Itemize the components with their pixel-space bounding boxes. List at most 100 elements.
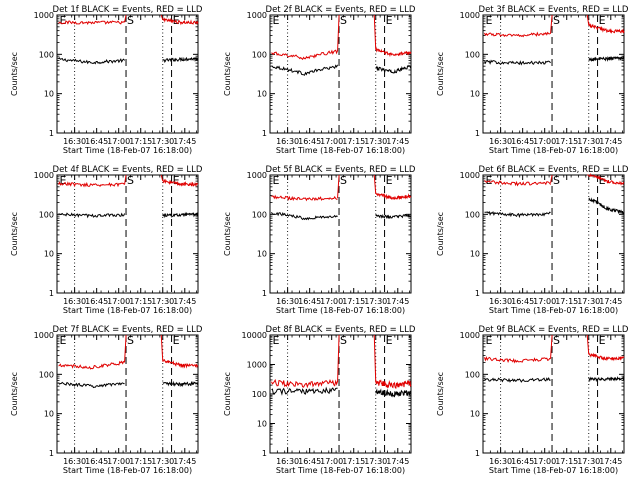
y-tick-label: 1 [49, 289, 54, 298]
marker-label: E [485, 334, 492, 347]
series-lld-fall [586, 334, 590, 355]
series-lld-fall [586, 14, 590, 26]
x-tick-label: 17:00 [320, 137, 343, 146]
panel-title: Det 9f BLACK = Events, RED = LLD [479, 325, 629, 335]
x-tick-label: 16:30 [276, 297, 299, 306]
x-tick-label: 17:15 [129, 297, 152, 306]
marker-label: E [59, 14, 66, 27]
panel-3: Det 3f BLACK = Events, RED = LLD 1 10 100 10… [436, 5, 629, 155]
x-tick-label: 17:45 [173, 297, 196, 306]
y-tick-label: 10 [257, 250, 267, 259]
y-tick-label: 1000 [34, 331, 54, 340]
x-tick-label: 17:30 [364, 137, 387, 146]
series-lld-segment-1 [271, 378, 339, 389]
marker-label: E [599, 174, 606, 187]
y-axis-label: Counts/sec [223, 372, 232, 416]
x-axis-label: Start Time (18-Feb-07 16:18:00) [489, 466, 618, 475]
plot-frame [482, 14, 625, 134]
plot-frame [482, 174, 625, 294]
x-tick-label: 17:15 [342, 137, 365, 146]
series-lld-segment-2 [162, 17, 199, 26]
series-lld-segment-1 [58, 181, 125, 188]
marker-label: E [386, 334, 393, 347]
panel-9: Det 9f BLACK = Events, RED = LLD 1 10 100 10… [436, 325, 629, 475]
y-tick-label: 1000 [247, 11, 267, 20]
x-tick-label: 16:45 [85, 297, 108, 306]
plot-frame [482, 334, 625, 454]
plot-frame [56, 334, 199, 454]
series-lld-segment-2 [588, 352, 625, 362]
x-tick-label: 17:15 [129, 137, 152, 146]
series-events-segment-2 [162, 56, 199, 64]
plot-frame [56, 14, 199, 134]
marker-label: S [553, 14, 560, 27]
x-tick-label: 16:30 [63, 297, 86, 306]
x-tick-label: 16:30 [276, 137, 299, 146]
series-events-segment-1 [58, 381, 125, 389]
series-events-segment-1 [484, 376, 551, 383]
y-tick-label: 100 [39, 210, 54, 219]
x-tick-label: 16:30 [276, 457, 299, 466]
marker-label: S [340, 14, 347, 27]
x-tick-label: 17:30 [151, 137, 174, 146]
x-tick-label: 17:15 [342, 457, 365, 466]
x-tick-label: 17:45 [386, 457, 409, 466]
y-tick-label: 1 [262, 129, 267, 138]
y-tick-label: 10 [44, 250, 54, 259]
x-axis-label: Start Time (18-Feb-07 16:18:00) [276, 146, 405, 155]
x-axis-label: Start Time (18-Feb-07 16:18:00) [63, 466, 192, 475]
x-tick-label: 16:30 [63, 137, 86, 146]
y-axis-label: Counts/sec [10, 52, 19, 96]
x-tick-label: 17:15 [555, 137, 578, 146]
series-events-segment-1 [271, 386, 338, 396]
x-tick-label: 17:00 [320, 297, 343, 306]
series-events-segment-1 [58, 212, 126, 219]
plot-frame [56, 174, 199, 294]
y-axis-label: Counts/sec [436, 52, 445, 96]
y-tick-label: 1000 [247, 171, 267, 180]
series-lld-fall [373, 14, 377, 50]
panel-title: Det 2f BLACK = Events, RED = LLD [266, 5, 416, 15]
series-lld-segment-2 [375, 192, 412, 201]
series-lld-rise [337, 334, 340, 383]
series-lld-segment-2 [162, 178, 199, 188]
marker-label: E [272, 174, 279, 187]
x-tick-label: 16:45 [511, 297, 534, 306]
marker-label: S [340, 174, 347, 187]
series-events-segment-1 [484, 210, 551, 219]
x-tick-label: 16:45 [85, 457, 108, 466]
x-tick-label: 17:30 [577, 297, 600, 306]
x-tick-label: 17:30 [577, 457, 600, 466]
x-axis-label: Start Time (18-Feb-07 16:18:00) [63, 146, 192, 155]
x-tick-label: 17:45 [386, 297, 409, 306]
series-lld-segment-2 [588, 22, 625, 34]
series-lld-rise [124, 14, 127, 23]
y-tick-label: 10 [44, 90, 54, 99]
y-tick-label: 100 [39, 370, 54, 379]
panel-5: Det 5f BLACK = Events, RED = LLD 1 10 100 10… [223, 165, 416, 315]
x-tick-label: 17:45 [599, 457, 622, 466]
y-tick-label: 10 [470, 250, 480, 259]
x-tick-label: 16:30 [489, 297, 512, 306]
panel-title: Det 1f BLACK = Events, RED = LLD [53, 5, 203, 15]
marker-label: S [340, 334, 347, 347]
y-tick-label: 100 [252, 50, 267, 59]
y-tick-label: 1000 [34, 171, 54, 180]
y-tick-label: 100 [465, 370, 480, 379]
x-tick-label: 17:45 [599, 137, 622, 146]
series-lld-segment-2 [162, 359, 199, 369]
panel-1: Det 1f BLACK = Events, RED = LLD 1 10 100 10… [10, 5, 203, 155]
x-tick-label: 17:30 [364, 457, 387, 466]
series-lld-rise [337, 14, 340, 52]
marker-label: E [272, 14, 279, 27]
marker-label: E [599, 14, 606, 27]
series-lld-fall [160, 334, 164, 361]
y-tick-label: 100 [465, 50, 480, 59]
series-lld-segment-1 [58, 360, 125, 370]
y-axis-label: Counts/sec [436, 372, 445, 416]
marker-label: S [127, 174, 134, 187]
series-events-segment-1 [58, 57, 125, 65]
panel-title: Det 7f BLACK = Events, RED = LLD [53, 325, 203, 335]
x-tick-label: 17:30 [151, 297, 174, 306]
